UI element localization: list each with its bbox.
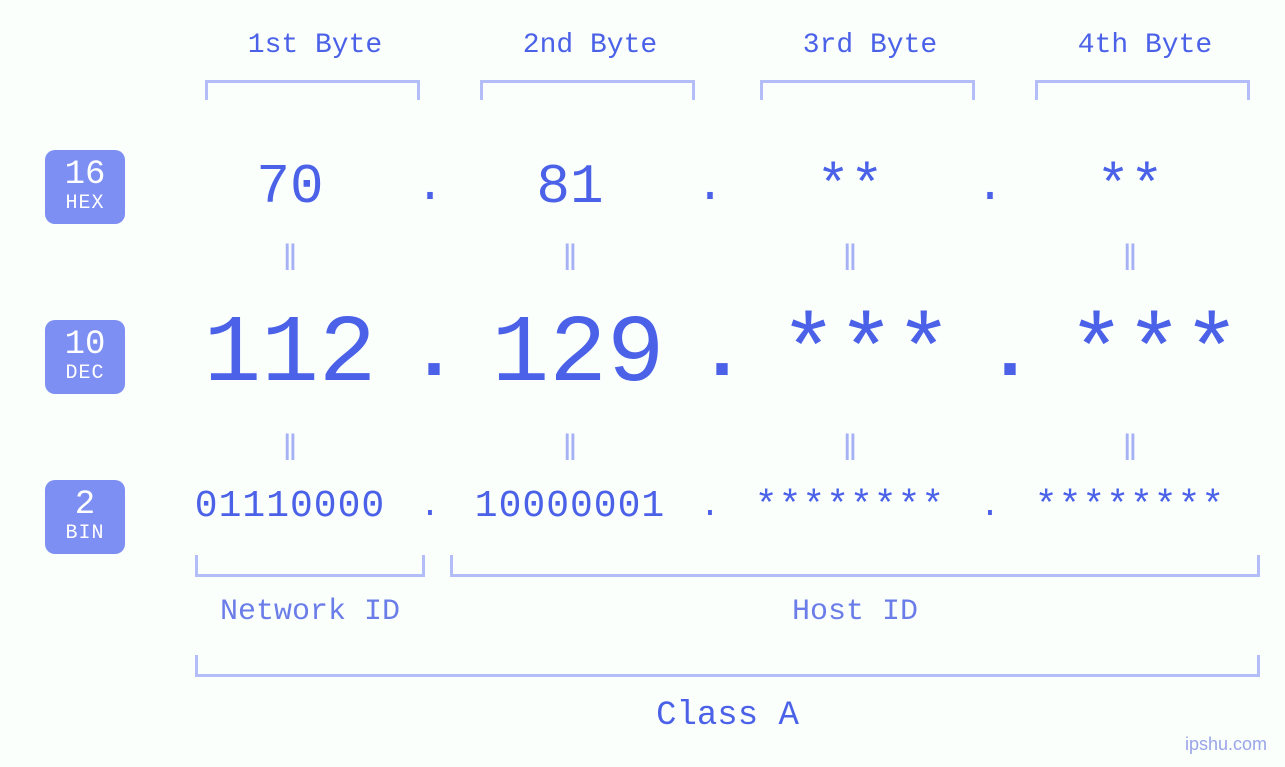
eq2-1: ǁ xyxy=(170,430,410,471)
eq1-1: ǁ xyxy=(170,240,410,281)
hex-badge-num: 16 xyxy=(45,158,125,192)
dec-sep-1: . xyxy=(410,309,458,400)
top-bracket-1 xyxy=(205,80,420,100)
hex-byte-2: 81 xyxy=(450,155,690,219)
class-label: Class A xyxy=(195,697,1260,735)
byte-label-2: 2nd Byte xyxy=(460,30,720,61)
bin-byte-3: ******** xyxy=(730,485,970,528)
hex-byte-4: ** xyxy=(1010,155,1250,219)
bin-sep-2: . xyxy=(690,488,730,526)
network-id-label: Network ID xyxy=(195,595,425,629)
network-bracket xyxy=(195,555,425,577)
dec-badge-num: 10 xyxy=(45,328,125,362)
bin-byte-4: ******** xyxy=(1010,485,1250,528)
hex-sep-2: . xyxy=(690,160,730,214)
bin-badge: 2 BIN xyxy=(45,480,125,554)
dec-byte-2: 129 xyxy=(458,300,698,409)
eq1-4: ǁ xyxy=(1010,240,1250,281)
bin-byte-2: 10000001 xyxy=(450,485,690,528)
class-bracket xyxy=(195,655,1260,677)
bin-badge-num: 2 xyxy=(45,488,125,522)
dec-byte-4: *** xyxy=(1034,300,1274,409)
hex-badge: 16 HEX xyxy=(45,150,125,224)
host-bracket xyxy=(450,555,1260,577)
top-bracket-2 xyxy=(480,80,695,100)
dec-byte-3: *** xyxy=(746,300,986,409)
dec-badge-label: DEC xyxy=(45,364,125,384)
dec-sep-2: . xyxy=(698,309,746,400)
host-id-label: Host ID xyxy=(450,595,1260,629)
bin-sep-1: . xyxy=(410,488,450,526)
byte-label-1: 1st Byte xyxy=(185,30,445,61)
eq2-3: ǁ xyxy=(730,430,970,471)
top-bracket-3 xyxy=(760,80,975,100)
bin-sep-3: . xyxy=(970,488,1010,526)
eq2-4: ǁ xyxy=(1010,430,1250,471)
eq1-3: ǁ xyxy=(730,240,970,281)
equals-row-2: ǁ ǁ ǁ ǁ xyxy=(170,430,1255,471)
watermark: ipshu.com xyxy=(1185,734,1267,755)
eq2-2: ǁ xyxy=(450,430,690,471)
hex-badge-label: HEX xyxy=(45,194,125,214)
dec-sep-3: . xyxy=(986,309,1034,400)
hex-row: 70 . 81 . ** . ** xyxy=(170,155,1255,219)
eq1-2: ǁ xyxy=(450,240,690,281)
hex-sep-3: . xyxy=(970,160,1010,214)
hex-byte-3: ** xyxy=(730,155,970,219)
dec-byte-1: 112 xyxy=(170,300,410,409)
top-bracket-4 xyxy=(1035,80,1250,100)
byte-label-3: 3rd Byte xyxy=(740,30,1000,61)
bin-row: 01110000 . 10000001 . ******** . *******… xyxy=(170,485,1255,528)
equals-row-1: ǁ ǁ ǁ ǁ xyxy=(170,240,1255,281)
dec-badge: 10 DEC xyxy=(45,320,125,394)
dec-row: 112 . 129 . *** . *** xyxy=(170,300,1255,409)
bin-badge-label: BIN xyxy=(45,524,125,544)
bin-byte-1: 01110000 xyxy=(170,485,410,528)
hex-byte-1: 70 xyxy=(170,155,410,219)
byte-label-4: 4th Byte xyxy=(1015,30,1275,61)
hex-sep-1: . xyxy=(410,160,450,214)
